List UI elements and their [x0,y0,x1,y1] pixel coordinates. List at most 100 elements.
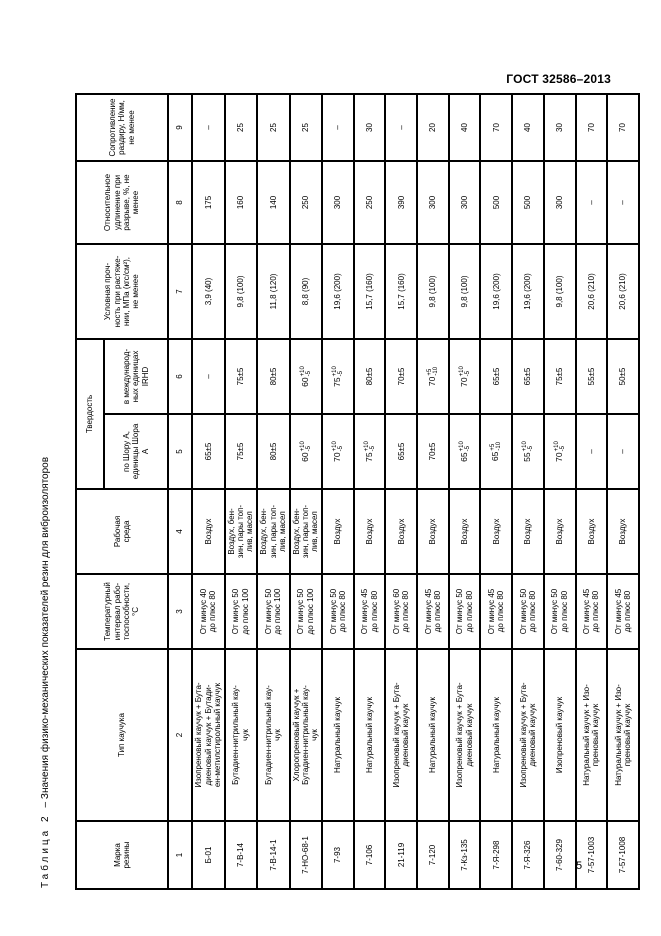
column-header-hardness-group: Твердость [76,338,104,489]
cell-elongation: 140 [257,160,290,244]
cell-tear-resistance: – [385,93,418,161]
cell-hardness-irhd: 70 +10 -5 [448,338,481,414]
cell-hardness-irhd: 75 +10 -5 [322,338,354,414]
tolerance-sup-sub: +10 -5 [459,366,471,376]
cell-hardness-shore: 65±5 [192,414,225,489]
tolerance-value: 70 +5 -10 [427,367,439,386]
cell-rubber: Натуральный каучук [417,649,449,821]
tolerance-sup-sub: +5 -10 [427,367,439,376]
table-row: 7-Кз-135 Изопреновый каучук + Бута- диено… [448,93,481,889]
table-title: Таблица 2 – Значения физико-механических … [40,95,60,888]
cell-working-medium: Воздух [417,489,449,574]
cell-tear-resistance: 70 [607,93,639,161]
table-row: 7-Я-298 Натуральный каучук От минус 45 до … [480,93,513,889]
table-title-text: – Значения физико-механических показател… [40,456,51,808]
table-row: 7-57-1008 Натуральный каучук + Изо- прено… [607,93,639,889]
cell-tear-resistance: 40 [512,93,544,161]
page-number: 5 [576,860,583,872]
cell-hardness-irhd: 55±5 [575,338,608,414]
cell-hardness-shore: – [575,414,608,489]
cell-working-medium: Воздух [353,489,386,574]
cell-tensile-strength: 9,8 (100) [448,243,481,339]
column-number: 8 [168,160,192,244]
cell-tensile-strength: 9,8 (100) [224,243,257,339]
tolerance-sup-sub: +5 -10 [490,442,502,451]
cell-working-medium: Воздух, бен- зин, пары топ- лив, масел [257,489,290,574]
column-number: 2 [168,649,192,821]
cell-working-medium: Воздух [607,489,639,574]
tolerance-sup-sub: +10 -5 [522,441,534,451]
cell-working-medium: Воздух, бен- зин, пары топ- лив, масел [224,489,257,574]
cell-elongation: 300 [448,160,481,244]
table-row: 7-60-329 Изопреновый каучук От минус 50 до… [543,93,576,889]
cell-tensile-strength: 20,6 (210) [575,243,608,339]
column-header-2: Тип каучука [76,649,168,821]
cell-mark: 7-Я-326 [512,821,544,889]
cell-temp-range: От минус 50 до плюс 80 [322,574,354,649]
tolerance-sup-sub: +10 -5 [459,441,471,451]
cell-mark: 7-Кз-135 [448,821,481,889]
cell-hardness-irhd: 70 +5 -10 [417,338,449,414]
doc-number: ГОСТ 32586–2013 [506,72,611,86]
cell-mark: 7-106 [353,821,386,889]
cell-elongation: 390 [385,160,418,244]
cell-temp-range: От минус 50 до плюс 100 [289,574,322,649]
table-title-label: Таблица 2 [40,813,51,888]
cell-hardness-irhd: 65±5 [512,338,544,414]
cell-tear-resistance: 20 [417,93,449,161]
cell-mark: 7-93 [322,821,354,889]
table-row: 7-Я-326 Изопреновый каучук + Бута- диенов… [512,93,544,889]
cell-elongation: 250 [289,160,322,244]
cell-rubber: Натуральный каучук + Изо- преновый каучу… [607,649,639,821]
tolerance-base: 65 [458,452,469,462]
column-number: 7 [168,243,192,339]
tolerance-sub: -5 [464,371,471,377]
column-header-7: Условная проч- ность при растяже- нии, М… [76,243,168,339]
cell-working-medium: Воздух [543,489,576,574]
cell-hardness-irhd: 70±5 [385,338,418,414]
cell-tensile-strength: 3,9 (40) [192,243,225,339]
cell-tear-resistance: 30 [353,93,386,161]
cell-working-medium: Воздух, бен- зин, пары топ- лив, масел [289,489,322,574]
cell-working-medium: Воздух [512,489,544,574]
cell-rubber: Изопреновый каучук + Бута- диеновый кауч… [512,649,544,821]
cell-mark: 7-НО-68-1 [289,821,322,889]
column-number: 9 [168,93,192,161]
tolerance-sup-sub: +10 -5 [554,441,566,451]
cell-hardness-irhd: 60 +10 -5 [289,338,322,414]
cell-mark: 7-57-1008 [607,821,639,889]
cell-mark: 7-В-14-1 [257,821,290,889]
cell-hardness-shore: 65 +10 -5 [448,414,481,489]
cell-tensile-strength: 19,6 (200) [480,243,513,339]
tolerance-sub: -5 [305,446,312,452]
cell-hardness-shore: 55 +10 -5 [512,414,544,489]
cell-temp-range: От минус 45 до плюс 80 [607,574,639,649]
table-header: Марка резины Тип каучука Температурный инт… [76,93,192,889]
tolerance-sup-sub: +10 -5 [364,441,376,451]
column-header-3: Температурный интервал рабо- тоспособнос… [76,574,168,649]
cell-hardness-irhd: 75±5 [224,338,257,414]
tolerance-value: 70 +10 -5 [554,441,566,462]
cell-elongation: 160 [224,160,257,244]
cell-mark: 7-60-329 [543,821,576,889]
cell-elongation: 175 [192,160,225,244]
column-header-1: Марка резины [76,821,168,889]
cell-mark: Б-01 [192,821,225,889]
cell-hardness-shore: 75±5 [224,414,257,489]
tolerance-sub: -10 [432,366,439,376]
column-number: 3 [168,574,192,649]
cell-tear-resistance: 70 [575,93,608,161]
cell-hardness-shore: 70±5 [417,414,449,489]
table-body: Б-01 Изопреновый каучук + Бута- диеновый … [192,93,639,889]
cell-temp-range: От минус 45 до плюс 80 [480,574,513,649]
cell-rubber: Изопреновый каучук + Бута- диеновый кауч… [385,649,418,821]
cell-temp-range: От минус 60 до плюс 80 [385,574,418,649]
cell-tensile-strength: 20,6 (210) [607,243,639,339]
cell-elongation: 500 [512,160,544,244]
cell-mark: 7-В-14 [224,821,257,889]
cell-tensile-strength: 9,8 (100) [543,243,576,339]
cell-hardness-irhd: 80±5 [257,338,290,414]
tolerance-sup-sub: +10 -5 [300,366,312,376]
